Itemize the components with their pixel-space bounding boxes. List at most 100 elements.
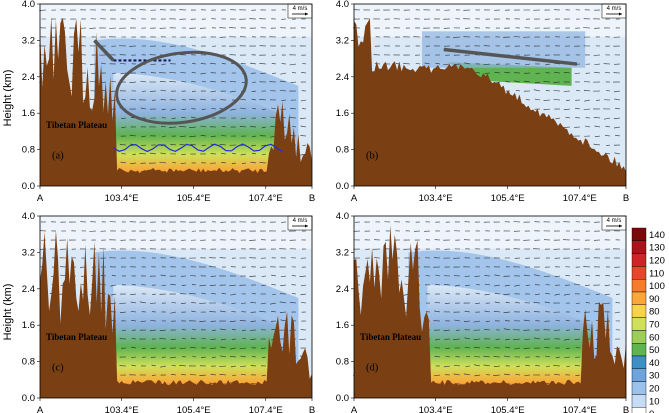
- wind-vector: [473, 338, 481, 340]
- wind-vector: [533, 89, 541, 92]
- wind-vector: [239, 319, 247, 322]
- wind-vector: [160, 365, 167, 368]
- wind-vector: [119, 311, 127, 314]
- wind-vector: [445, 302, 451, 304]
- wind-vector: [131, 364, 137, 367]
- wind-vector: [553, 99, 561, 101]
- colorbar-swatch: [631, 279, 647, 293]
- colorbar-label: 90: [649, 294, 660, 305]
- wind-vector: [130, 311, 137, 313]
- reference-vector: 4 m/s: [601, 3, 627, 19]
- wind-vector: [231, 162, 237, 164]
- colorbar-label: 110: [649, 268, 664, 279]
- wind-vector: [464, 337, 471, 340]
- wind-vector: [434, 310, 441, 313]
- panel-label: (a): [52, 151, 64, 162]
- panel-1: 4 m/s Tibetan Plateau (a) 0.0 0.8 1.6 2.4 3.2 4.…: [22, 0, 315, 204]
- wind-vector: [515, 90, 521, 92]
- wind-vector: [171, 364, 177, 367]
- colorbar-label: 10: [649, 396, 660, 407]
- panel-frame: [353, 215, 627, 399]
- panel-frame: [39, 3, 313, 187]
- wind-vector: [251, 152, 257, 155]
- moisture-region-core: [427, 285, 594, 398]
- wind-vector: [159, 80, 167, 83]
- x-tick-label: 103.4°E: [419, 405, 453, 413]
- x-tick-label: 103.4°E: [419, 193, 453, 204]
- x-tick-label: 103.4°E: [105, 405, 139, 413]
- upper-band: [40, 4, 312, 37]
- wind-vector: [279, 80, 287, 83]
- wind-vector: [121, 329, 127, 332]
- wind-vector: [514, 347, 521, 350]
- wind-vector: [523, 274, 531, 277]
- wind-vector: [130, 293, 137, 295]
- wind-vector: [575, 107, 581, 110]
- wind-vector: [170, 338, 177, 340]
- wind-vector: [100, 62, 107, 65]
- wind-vector: [160, 89, 167, 92]
- wind-vector: [280, 319, 287, 322]
- wind-vector: [180, 135, 187, 137]
- wind-vector: [111, 274, 117, 277]
- wind-vector: [605, 152, 611, 155]
- wind-vector: [475, 72, 481, 74]
- y-tick-label: 2.4: [22, 284, 35, 295]
- wind-vector: [240, 153, 247, 156]
- wind-vector: [181, 117, 187, 119]
- wind-vector: [523, 80, 531, 83]
- y-tick-label: 1.6: [22, 108, 35, 119]
- wind-vector: [249, 275, 257, 277]
- wind-vector: [523, 319, 531, 322]
- wind-vector: [250, 62, 257, 65]
- wind-vector: [292, 72, 297, 74]
- reference-vector: 4 m/s: [287, 215, 313, 231]
- colorbar-swatch: [631, 407, 647, 413]
- wind-vector: [169, 80, 177, 83]
- terrain: [40, 230, 312, 398]
- wind-vector: [261, 356, 267, 359]
- wind-vector: [443, 284, 451, 286]
- wind-vector: [119, 302, 127, 304]
- wind-vector: [494, 284, 501, 287]
- colorbar-label: 70: [649, 320, 660, 331]
- wind-vector: [161, 125, 167, 128]
- wind-vector: [445, 347, 451, 350]
- wind-vector: [503, 311, 511, 314]
- wind-vector: [220, 81, 227, 83]
- wind-vector: [262, 108, 267, 110]
- wind-vector: [192, 63, 197, 65]
- wind-vector: [160, 274, 167, 277]
- wind-vector: [121, 126, 127, 128]
- wind-vector: [251, 98, 257, 101]
- wind-vector: [443, 329, 451, 332]
- wind-vector: [120, 161, 127, 164]
- wind-vector: [131, 320, 137, 322]
- wind-vector: [505, 301, 511, 304]
- wind-vector: [594, 71, 601, 74]
- wind-vector: [230, 108, 237, 111]
- wind-vector: [280, 275, 287, 278]
- wind-vector: [219, 355, 227, 358]
- wind-vector: [565, 116, 571, 119]
- wind-vector: [545, 293, 551, 295]
- wind-vector: [503, 328, 511, 331]
- wind-vector: [190, 143, 197, 146]
- wind-vector: [200, 98, 207, 101]
- wind-vector: [424, 62, 431, 65]
- wind-vector: [585, 125, 591, 128]
- wind-vector: [160, 99, 167, 101]
- wind-vector: [300, 302, 307, 304]
- wind-vector: [554, 293, 561, 296]
- wind-vector: [161, 347, 167, 350]
- wind-vector: [434, 338, 441, 341]
- wind-vector: [575, 374, 581, 376]
- wind-vector: [545, 63, 551, 66]
- panel-2: 4 m/s (b) 0.0 0.8 1.6 2.4 3.2 4.0 A 103.4°E 105.4°…: [336, 0, 629, 204]
- wind-vector: [475, 292, 481, 295]
- x-tick-label: B: [623, 405, 629, 413]
- wind-vector: [130, 98, 137, 101]
- wind-vector: [300, 284, 307, 287]
- wind-vector: [483, 63, 491, 66]
- wind-vector: [280, 72, 287, 75]
